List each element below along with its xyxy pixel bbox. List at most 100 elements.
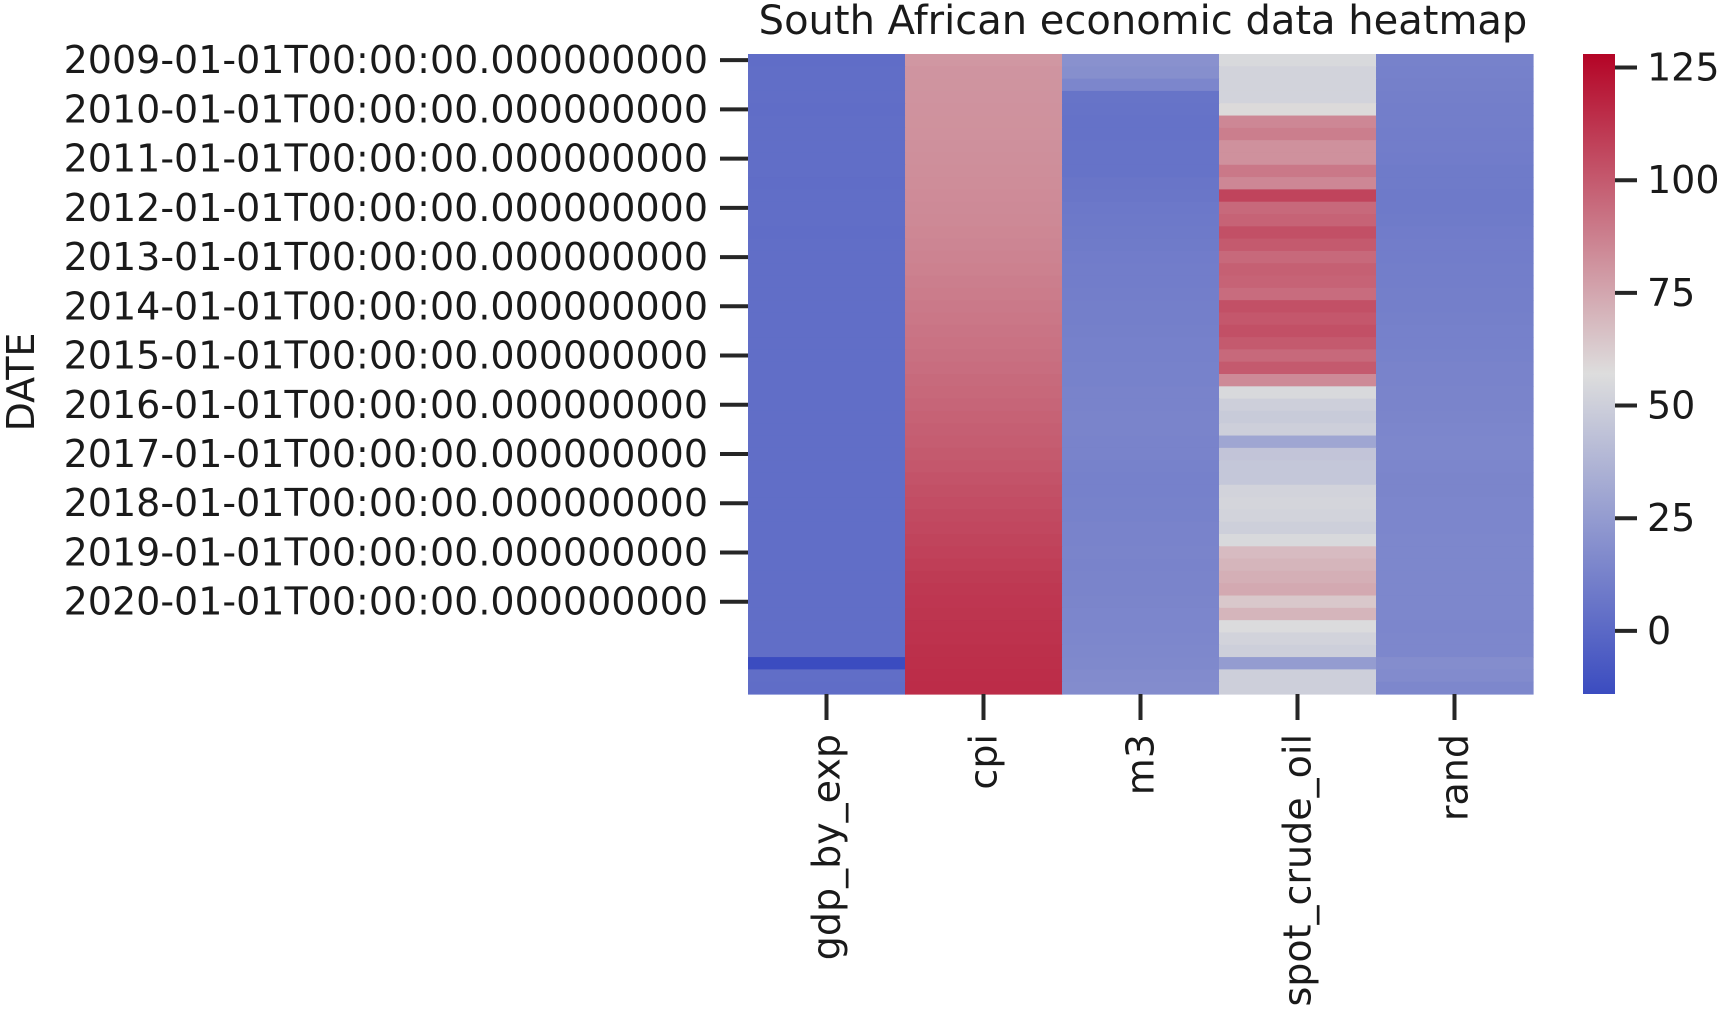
heatmap-cell bbox=[748, 300, 906, 314]
heatmap-cell bbox=[1219, 374, 1377, 387]
heatmap-cell bbox=[748, 263, 906, 277]
heatmap-cell bbox=[748, 546, 906, 560]
heatmap-cell bbox=[905, 669, 1063, 683]
heatmap-cells bbox=[748, 54, 1534, 695]
heatmap-cell bbox=[905, 472, 1063, 486]
x-tick-label: m3 bbox=[1119, 734, 1163, 795]
heatmap-cell bbox=[1062, 620, 1220, 634]
heatmap-cell bbox=[1062, 164, 1220, 178]
heatmap-cell bbox=[1219, 287, 1377, 301]
heatmap-cell bbox=[1062, 398, 1220, 412]
heatmap-cell bbox=[748, 657, 906, 670]
y-tick-label: 2015-01-01T00:00:00.000000000 bbox=[64, 334, 708, 378]
heatmap-cell bbox=[1062, 214, 1220, 227]
heatmap-cell bbox=[1219, 386, 1377, 400]
heatmap-cell bbox=[1062, 115, 1220, 129]
heatmap-cell bbox=[1062, 189, 1220, 203]
heatmap-cell bbox=[1376, 632, 1534, 646]
heatmap-cell bbox=[1376, 460, 1534, 474]
heatmap-cell bbox=[1219, 521, 1377, 535]
heatmap-cell bbox=[1376, 570, 1534, 584]
heatmap-cell bbox=[1219, 644, 1377, 658]
heatmap-cell bbox=[1219, 410, 1377, 424]
x-axis-ticks: gdp_by_exp cpi m3 spot_crude_oil rand bbox=[805, 694, 1477, 1007]
heatmap-cell bbox=[905, 312, 1063, 326]
heatmap-cell bbox=[748, 177, 906, 190]
heatmap-cell bbox=[748, 103, 906, 117]
heatmap-cell bbox=[748, 78, 906, 92]
heatmap-cell bbox=[748, 484, 906, 498]
heatmap-cell bbox=[1062, 497, 1220, 510]
heatmap-cell bbox=[748, 558, 906, 572]
heatmap-cell bbox=[1376, 140, 1534, 154]
heatmap-cell bbox=[1062, 66, 1220, 80]
heatmap-cell bbox=[1219, 312, 1377, 326]
heatmap-cell bbox=[905, 66, 1063, 80]
colorbar-tick-label: 0 bbox=[1647, 609, 1671, 653]
heatmap-cell bbox=[1062, 509, 1220, 523]
heatmap-cell bbox=[1219, 570, 1377, 584]
heatmap-cell bbox=[1062, 472, 1220, 486]
heatmap-cell bbox=[1062, 607, 1220, 621]
y-tick-label: 2011-01-01T00:00:00.000000000 bbox=[64, 137, 708, 181]
heatmap-cell bbox=[748, 620, 906, 634]
heatmap-cell bbox=[748, 54, 906, 67]
heatmap-cell bbox=[1219, 324, 1377, 338]
heatmap-cell bbox=[748, 509, 906, 523]
heatmap-cell bbox=[1219, 226, 1377, 240]
heatmap-cell bbox=[1219, 115, 1377, 129]
heatmap-cell bbox=[905, 337, 1063, 350]
heatmap-cell bbox=[1219, 509, 1377, 523]
heatmap-cell bbox=[1062, 140, 1220, 154]
heatmap-cell bbox=[1376, 226, 1534, 240]
heatmap-cell bbox=[748, 337, 906, 350]
heatmap-cell bbox=[748, 152, 906, 166]
heatmap-cell bbox=[905, 238, 1063, 252]
heatmap-cell bbox=[1219, 361, 1377, 375]
heatmap-cell bbox=[1376, 509, 1534, 523]
heatmap-cell bbox=[1376, 275, 1534, 289]
heatmap-cell bbox=[748, 644, 906, 658]
heatmap-cell bbox=[1219, 423, 1377, 437]
heatmap-cell bbox=[905, 189, 1063, 203]
heatmap-cell bbox=[1062, 447, 1220, 461]
heatmap-cell bbox=[1219, 349, 1377, 363]
heatmap-cell bbox=[1219, 472, 1377, 486]
heatmap-cell bbox=[748, 238, 906, 252]
heatmap-cell bbox=[905, 300, 1063, 314]
heatmap-cell bbox=[1219, 398, 1377, 412]
heatmap-cell bbox=[1062, 250, 1220, 264]
colorbar-tick-label: 50 bbox=[1647, 384, 1695, 428]
heatmap-cell bbox=[1219, 189, 1377, 203]
heatmap-cell bbox=[748, 632, 906, 646]
heatmap-cell bbox=[905, 497, 1063, 510]
heatmap-cell bbox=[1376, 152, 1534, 166]
heatmap-cell bbox=[905, 583, 1063, 597]
heatmap-cell bbox=[748, 583, 906, 597]
heatmap-cell bbox=[1376, 595, 1534, 609]
heatmap-cell bbox=[1219, 595, 1377, 609]
heatmap-cell bbox=[1219, 558, 1377, 572]
heatmap-cell bbox=[1062, 263, 1220, 277]
heatmap-cell bbox=[748, 521, 906, 535]
heatmap-cell bbox=[1062, 484, 1220, 498]
heatmap-cell bbox=[748, 681, 906, 695]
heatmap-cell bbox=[1062, 103, 1220, 117]
y-axis-ticks: 2009-01-01T00:00:00.000000000 2010-01-01T… bbox=[64, 38, 748, 624]
heatmap-cell bbox=[1219, 238, 1377, 252]
x-tick-label: gdp_by_exp bbox=[805, 734, 849, 960]
heatmap-cell bbox=[905, 226, 1063, 240]
heatmap-cell bbox=[905, 386, 1063, 400]
heatmap-cell bbox=[748, 66, 906, 80]
y-tick-label: 2018-01-01T00:00:00.000000000 bbox=[64, 481, 708, 525]
heatmap-cell bbox=[905, 250, 1063, 264]
y-tick-label: 2009-01-01T00:00:00.000000000 bbox=[64, 38, 708, 82]
heatmap-cell bbox=[905, 115, 1063, 129]
heatmap-cell bbox=[1376, 435, 1534, 449]
heatmap-cell bbox=[905, 509, 1063, 523]
heatmap-cell bbox=[748, 164, 906, 178]
heatmap-cell bbox=[1376, 484, 1534, 498]
heatmap-cell bbox=[1376, 263, 1534, 277]
heatmap-cell bbox=[748, 115, 906, 129]
heatmap-cell bbox=[1062, 361, 1220, 375]
